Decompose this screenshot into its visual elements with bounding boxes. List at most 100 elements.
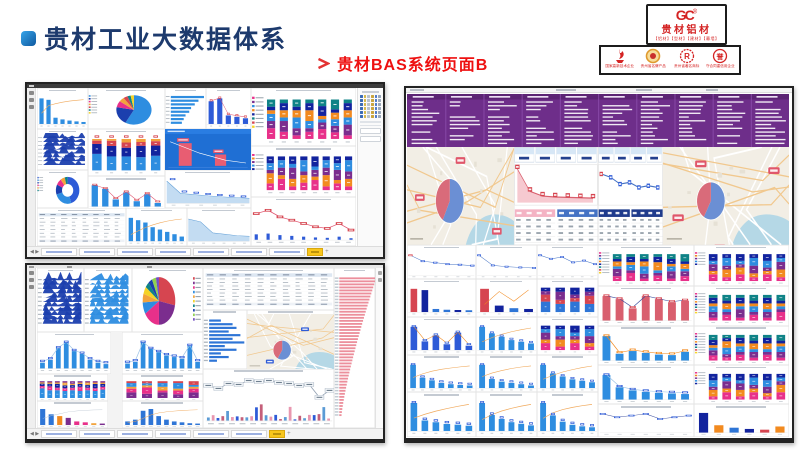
nav-rail[interactable]: [27, 88, 36, 246]
pareto-chart[interactable]: [37, 88, 89, 130]
pareto-chart[interactable]: [126, 208, 187, 246]
page-tab[interactable]: [155, 248, 192, 256]
stacked-bar-chart[interactable]: [37, 373, 108, 401]
stacked-bar-chart[interactable]: [250, 146, 356, 197]
pie-chart[interactable]: [131, 268, 203, 332]
line-chart[interactable]: [598, 404, 694, 437]
red-blue-bar-chart[interactable]: [407, 279, 476, 317]
map-chart[interactable]: [407, 147, 514, 245]
page-tab[interactable]: [269, 248, 306, 256]
page-tab[interactable]: [79, 248, 116, 256]
data-table[interactable]: [202, 268, 335, 310]
bar-line-chart[interactable]: [121, 332, 203, 374]
filter-icon[interactable]: [377, 271, 382, 275]
stacked-bar-chart[interactable]: [250, 88, 356, 147]
page-tabs-b[interactable]: ◀ ▶ +: [27, 428, 383, 439]
page-tab[interactable]: [117, 430, 154, 438]
tab-scroll-arrows[interactable]: ◀ ▶: [30, 248, 40, 255]
area-chart[interactable]: [186, 208, 251, 246]
page-tabs-a[interactable]: ◀ ▶ +: [27, 246, 383, 257]
dashboard-screenshot-b[interactable]: ◀ ▶ +: [25, 263, 385, 443]
pareto-chart[interactable]: [475, 354, 537, 393]
summary-panel[interactable]: [598, 147, 663, 245]
hbar-chart[interactable]: [202, 309, 247, 369]
field-well[interactable]: [360, 136, 381, 142]
bar-line-chart[interactable]: [598, 364, 694, 405]
red-bar-orange-line-chart[interactable]: [475, 279, 537, 317]
report-view-icon[interactable]: [28, 91, 34, 95]
line-chart[interactable]: [475, 244, 537, 280]
data-view-icon[interactable]: [28, 98, 34, 102]
pareto-mixed-chart[interactable]: [37, 400, 108, 428]
page-tab[interactable]: [41, 430, 78, 438]
kpi-panel[interactable]: [164, 129, 251, 171]
donut-chart[interactable]: [37, 170, 89, 209]
visual-type-icons[interactable]: [358, 94, 383, 119]
page-tab[interactable]: [193, 248, 230, 256]
stacked-bar-chart[interactable]: [693, 244, 789, 287]
page-tab[interactable]: [41, 248, 78, 256]
line-label-chart[interactable]: [202, 368, 335, 428]
pareto-chart[interactable]: [536, 354, 598, 393]
report-view-icon[interactable]: [28, 271, 34, 275]
red-bar-line-chart[interactable]: [598, 286, 694, 326]
visualizations-pane[interactable]: [357, 88, 383, 246]
stacked-bar-chart[interactable]: [536, 316, 598, 355]
pareto-chart[interactable]: [121, 400, 203, 428]
stacked-bar-chart[interactable]: [88, 129, 165, 177]
area-chart[interactable]: [164, 170, 251, 209]
pareto-chart[interactable]: [475, 316, 537, 355]
bar-orange-line-chart[interactable]: [598, 325, 694, 365]
slicer-table[interactable]: [407, 94, 789, 148]
page-tab[interactable]: [269, 430, 286, 438]
page-tab[interactable]: [155, 430, 192, 438]
stacked-bar-chart[interactable]: [693, 325, 789, 365]
nav-rail[interactable]: [27, 268, 36, 428]
bar-line-chart[interactable]: [37, 332, 112, 374]
bar-line-chart[interactable]: [407, 316, 476, 355]
tab-scroll-arrows[interactable]: ◀ ▶: [30, 430, 40, 437]
add-page-button[interactable]: +: [287, 431, 291, 437]
data-view-icon[interactable]: [28, 278, 34, 282]
ranking-bar-chart[interactable]: [334, 268, 375, 428]
stacked-bar-chart[interactable]: [121, 373, 203, 401]
page-tab[interactable]: [307, 248, 324, 256]
add-page-button[interactable]: +: [325, 249, 329, 255]
line-chart[interactable]: [250, 197, 356, 246]
line-chart[interactable]: [407, 244, 476, 280]
page-tab[interactable]: [193, 430, 230, 438]
pareto-chart[interactable]: [407, 392, 476, 437]
pareto-chart[interactable]: [536, 392, 598, 437]
model-view-icon[interactable]: [28, 105, 34, 109]
stacked-bar-chart[interactable]: [693, 364, 789, 405]
page-tab[interactable]: [231, 248, 268, 256]
pareto-chart[interactable]: [475, 392, 537, 437]
ridge-chart[interactable]: [37, 129, 89, 171]
map-chart[interactable]: [662, 147, 789, 245]
map-chart[interactable]: [246, 309, 335, 369]
pareto-chart[interactable]: [407, 354, 476, 393]
red-seal-icon: 誉: [713, 48, 728, 64]
page-tab[interactable]: [231, 430, 268, 438]
ridge-chart[interactable]: [37, 268, 85, 332]
dashboard-screenshot-a[interactable]: ◀ ▶ +: [25, 82, 385, 259]
mixed-bar-chart[interactable]: [693, 404, 789, 437]
summary-panel[interactable]: [513, 147, 598, 245]
pie-chart[interactable]: [88, 88, 165, 130]
page-tab[interactable]: [79, 430, 116, 438]
stacked-bar-chart[interactable]: [536, 279, 598, 317]
model-view-icon[interactable]: [28, 285, 34, 289]
expand-icon[interactable]: [377, 278, 382, 282]
field-well[interactable]: [360, 128, 381, 134]
ridge-chart[interactable]: [84, 268, 132, 332]
bar-line-chart[interactable]: [206, 88, 251, 130]
filter-rail[interactable]: [375, 268, 383, 428]
bar-line-chart[interactable]: [88, 176, 165, 212]
stacked-bar-chart[interactable]: [693, 286, 789, 326]
data-table[interactable]: [37, 208, 127, 246]
hbar-chart[interactable]: [164, 88, 207, 130]
dashboard-screenshot-c[interactable]: [404, 86, 794, 443]
line-chart[interactable]: [536, 244, 598, 280]
stacked-bar-chart[interactable]: [598, 244, 694, 287]
page-tab[interactable]: [117, 248, 154, 256]
